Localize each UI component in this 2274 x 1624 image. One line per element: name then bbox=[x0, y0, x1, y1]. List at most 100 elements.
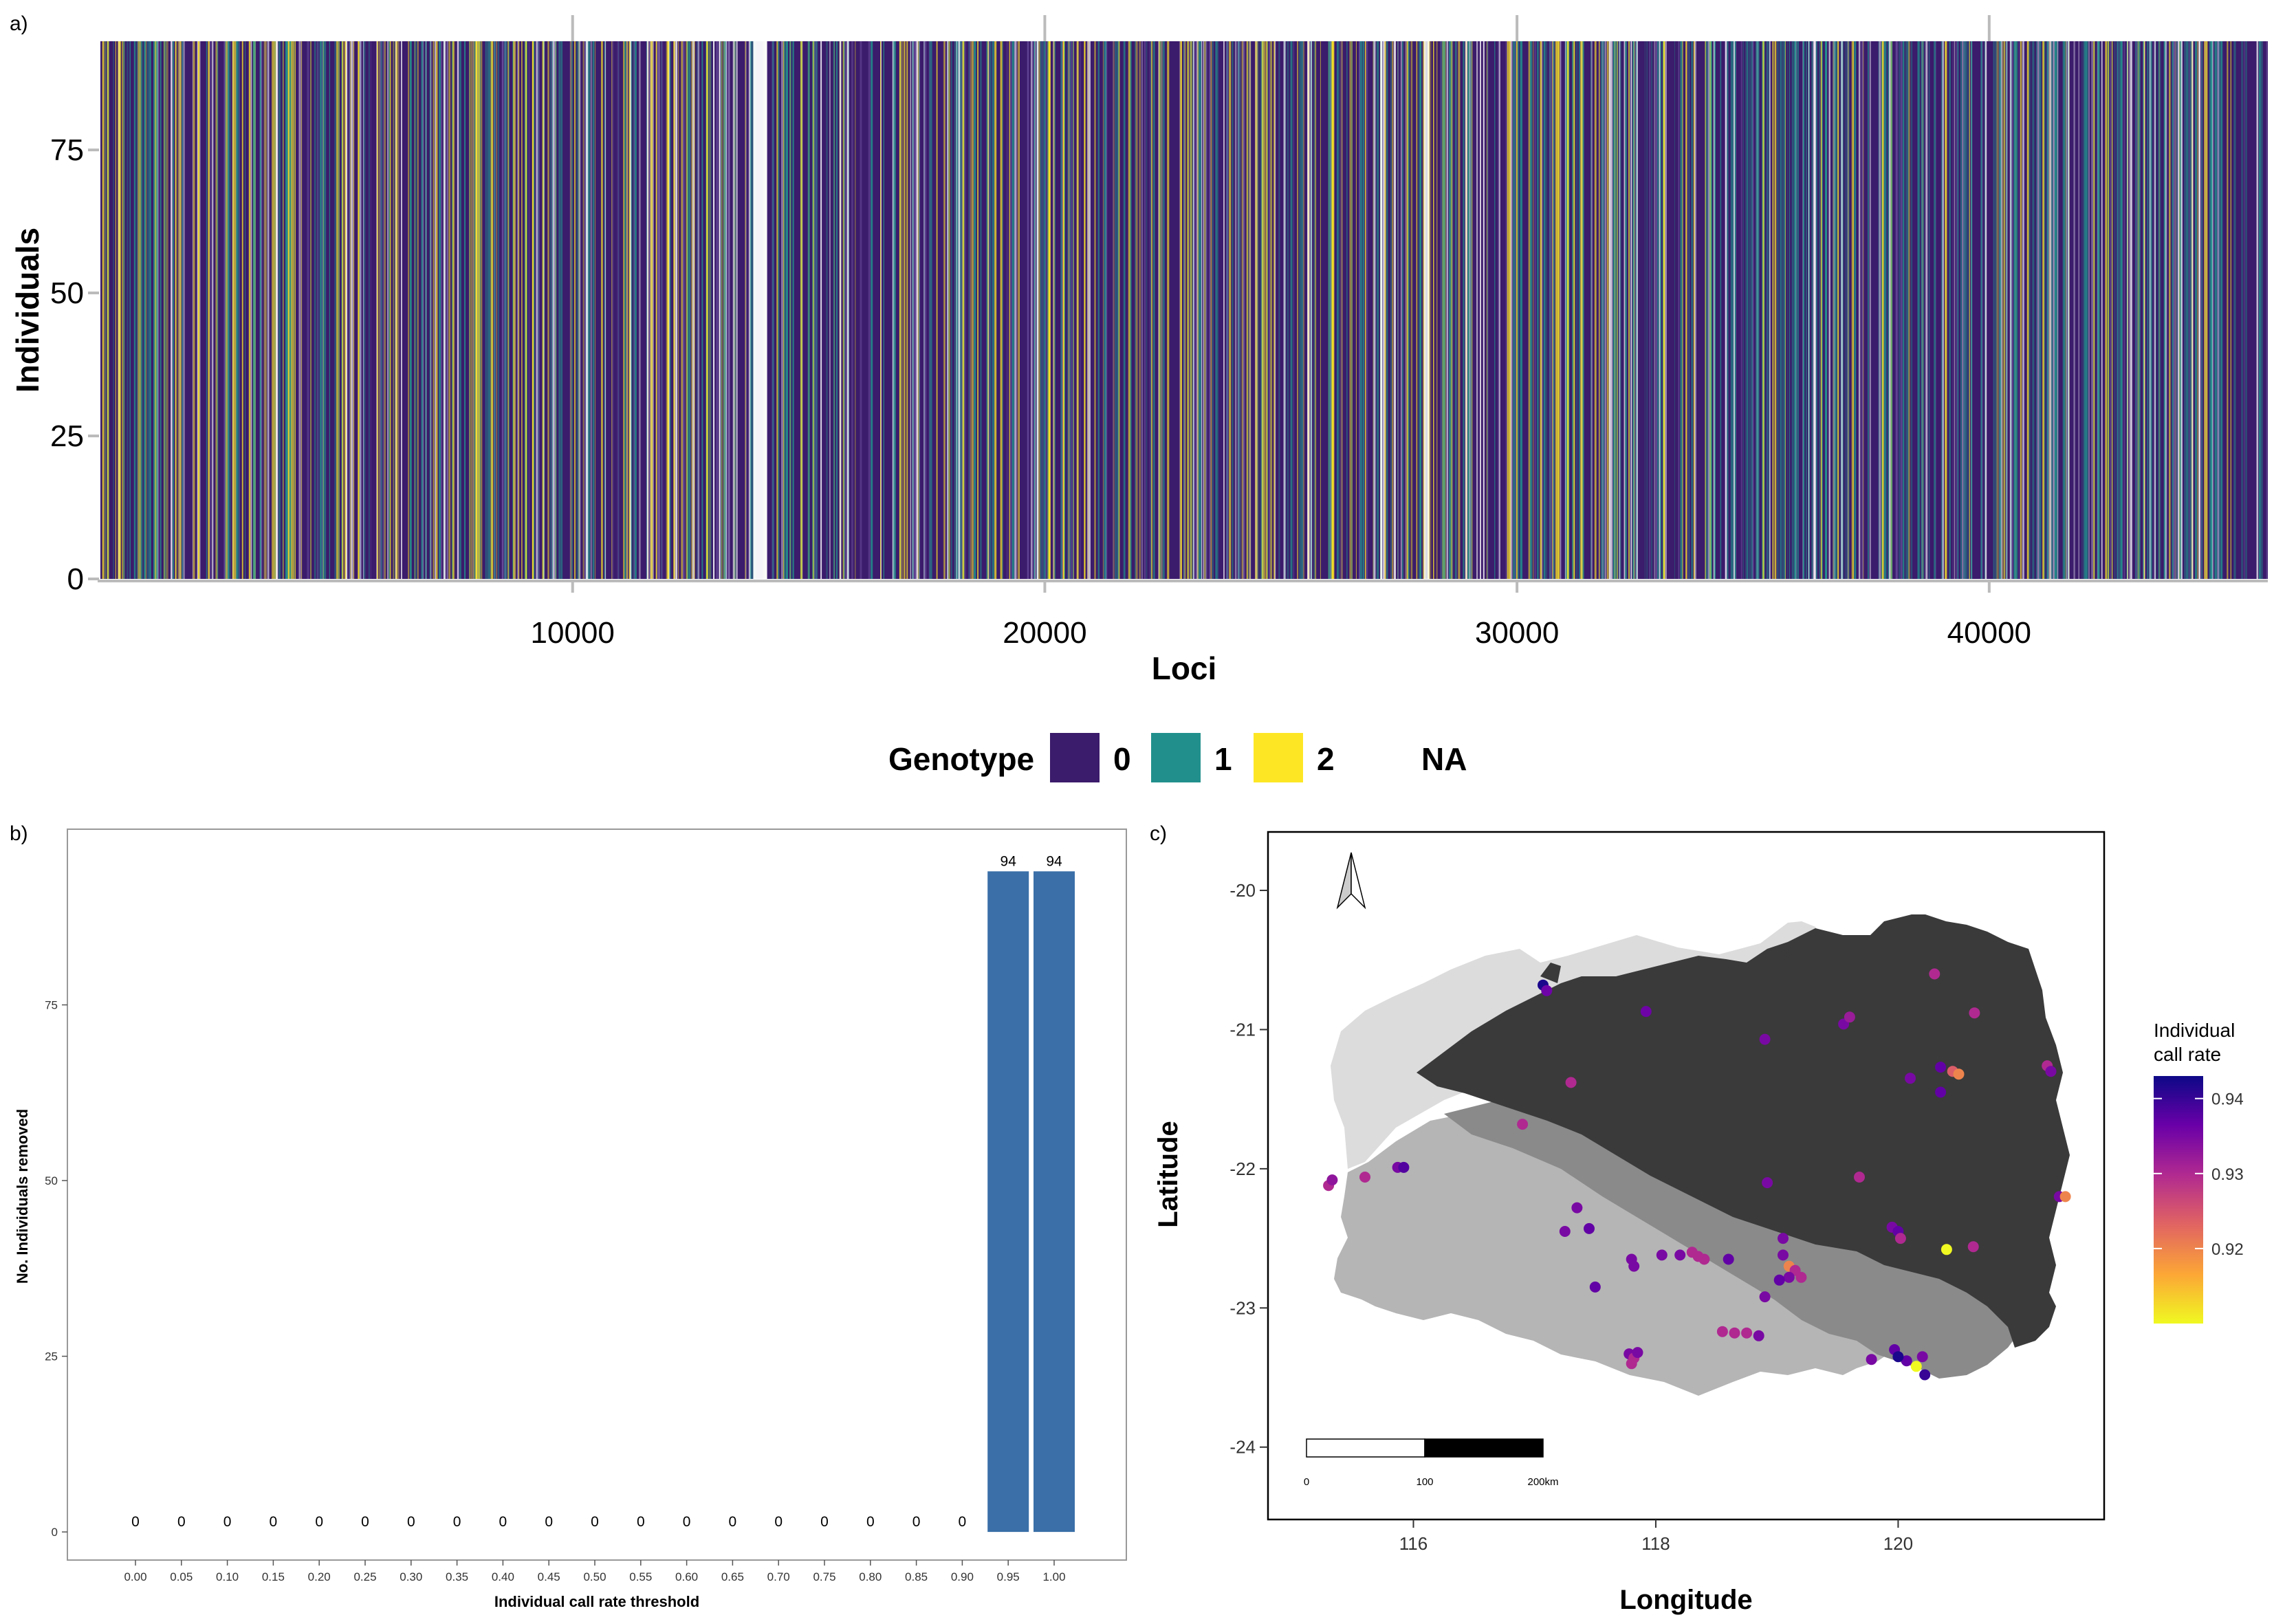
locus-stripe bbox=[415, 41, 417, 579]
locus-stripe bbox=[341, 41, 344, 579]
locus-stripe bbox=[871, 41, 873, 579]
locus-stripe bbox=[624, 41, 626, 579]
bar-value-label: 0 bbox=[131, 1514, 140, 1530]
locus-stripe bbox=[410, 41, 412, 579]
locus-stripe bbox=[138, 41, 140, 579]
locus-stripe bbox=[617, 41, 620, 579]
locus-stripe bbox=[300, 41, 301, 579]
colorbar-tick-label: 0.92 bbox=[2211, 1240, 2244, 1259]
locus-stripe bbox=[593, 41, 595, 579]
call-rate-point bbox=[1778, 1249, 1789, 1261]
locus-stripe bbox=[1115, 41, 1117, 579]
locus-stripe bbox=[1053, 41, 1055, 579]
panel-a-heatmap: 10000 20000 30000 40000 0 25 50 75 Loci Individ… bbox=[10, 15, 2268, 686]
locus-stripe bbox=[211, 41, 214, 579]
locus-stripe bbox=[724, 41, 727, 579]
locus-stripe bbox=[543, 41, 545, 579]
locus-stripe bbox=[2189, 41, 2191, 579]
locus-stripe bbox=[2046, 41, 2048, 579]
locus-stripe bbox=[1550, 41, 1552, 579]
locus-stripe bbox=[1898, 41, 1901, 579]
locus-stripe bbox=[1069, 41, 1071, 579]
locus-stripe bbox=[1190, 41, 1192, 579]
locus-stripe bbox=[429, 41, 432, 579]
call-rate-point bbox=[1559, 1226, 1571, 1237]
locus-stripe bbox=[452, 41, 454, 579]
locus-stripe bbox=[2068, 41, 2070, 579]
locus-stripe bbox=[446, 41, 448, 579]
locus-stripe bbox=[2179, 41, 2180, 579]
locus-stripe bbox=[474, 41, 476, 579]
locus-stripe bbox=[2260, 41, 2262, 579]
locus-stripe bbox=[2187, 41, 2189, 579]
locus-stripe bbox=[948, 41, 950, 579]
locus-stripe bbox=[914, 41, 916, 579]
locus-stripe bbox=[479, 41, 481, 579]
locus-stripe bbox=[1610, 41, 1612, 579]
locus-stripe bbox=[558, 41, 561, 579]
locus-stripe bbox=[772, 41, 774, 579]
locus-stripe bbox=[359, 41, 362, 579]
locus-stripe bbox=[1307, 41, 1309, 579]
locus-stripe bbox=[1193, 41, 1194, 579]
locus-stripe bbox=[1212, 41, 1214, 579]
locus-stripe bbox=[1608, 41, 1611, 579]
locus-stripe bbox=[1813, 41, 1816, 579]
locus-stripe bbox=[536, 41, 538, 579]
locus-stripe bbox=[910, 41, 911, 579]
locus-stripe bbox=[138, 41, 141, 579]
locus-stripe bbox=[1691, 41, 1693, 579]
locus-stripe bbox=[944, 41, 946, 579]
locus-stripe bbox=[974, 41, 976, 579]
locus-stripe bbox=[344, 41, 347, 579]
locus-stripe bbox=[2209, 41, 2211, 579]
locus-stripe bbox=[1774, 41, 1777, 579]
locus-stripe bbox=[1945, 41, 1947, 579]
locus-stripe bbox=[1590, 41, 1593, 579]
locus-stripe bbox=[345, 41, 348, 579]
call-rate-point bbox=[1905, 1073, 1916, 1084]
genotype-legend: Genotype 0 1 2 NA bbox=[888, 733, 1467, 782]
scale-label-100: 100 bbox=[1416, 1476, 1433, 1488]
locus-stripe bbox=[1573, 41, 1575, 579]
locus-stripe bbox=[123, 41, 125, 579]
locus-stripe bbox=[1881, 41, 1883, 579]
locus-stripe bbox=[1179, 41, 1182, 579]
locus-stripe bbox=[2266, 41, 2268, 579]
locus-stripe bbox=[1498, 41, 1500, 579]
bar-plot-frame bbox=[67, 829, 1127, 1561]
locus-stripe bbox=[468, 41, 471, 579]
call-rate-point bbox=[1729, 1327, 1740, 1339]
locus-stripe bbox=[282, 41, 283, 579]
locus-stripe bbox=[792, 41, 794, 579]
locus-stripe bbox=[1895, 41, 1898, 579]
locus-stripe bbox=[532, 41, 534, 579]
call-rate-point bbox=[1759, 1291, 1771, 1303]
locus-stripe bbox=[435, 41, 438, 579]
locus-stripe bbox=[387, 41, 389, 579]
locus-stripe bbox=[514, 41, 516, 579]
locus-stripe bbox=[657, 41, 659, 579]
locus-stripe bbox=[1727, 41, 1729, 579]
locus-stripe bbox=[2015, 41, 2018, 579]
locus-stripe bbox=[1151, 41, 1152, 579]
locus-stripe bbox=[1149, 41, 1152, 579]
locus-stripe bbox=[947, 41, 949, 579]
locus-stripe bbox=[1246, 41, 1249, 579]
locus-stripe bbox=[1043, 41, 1046, 579]
locus-stripe bbox=[2018, 41, 2021, 579]
locus-stripe bbox=[708, 41, 710, 579]
locus-stripe bbox=[1540, 41, 1542, 579]
locus-stripe bbox=[226, 41, 228, 579]
locus-stripe bbox=[2073, 41, 2075, 579]
locus-stripe bbox=[987, 41, 989, 579]
locus-stripe bbox=[1102, 41, 1104, 579]
locus-stripe bbox=[1486, 41, 1488, 579]
north-arrow-icon bbox=[1336, 852, 1366, 910]
locus-stripe bbox=[443, 41, 446, 579]
locus-stripe bbox=[1320, 41, 1321, 579]
locus-stripe bbox=[1189, 41, 1190, 579]
locus-stripe bbox=[1330, 41, 1332, 579]
locus-stripe bbox=[376, 41, 379, 579]
locus-stripe bbox=[267, 41, 270, 579]
